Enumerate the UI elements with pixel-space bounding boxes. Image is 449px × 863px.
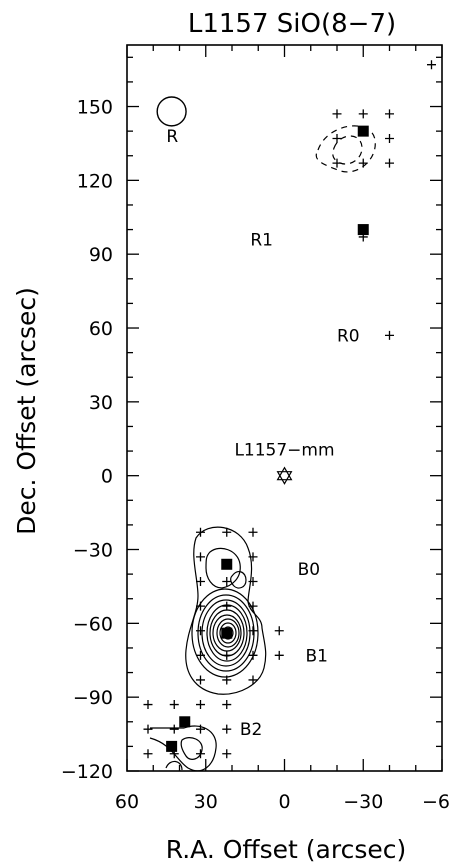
observed-position-marker: [169, 700, 179, 710]
peak-marker: [179, 716, 191, 728]
observed-position-marker: [358, 109, 368, 119]
x-tick-label: 0: [278, 791, 290, 813]
observed-position-marker: [332, 134, 342, 144]
observed-position-marker: [248, 527, 258, 537]
region-labels: R R1 R0 B0 B1 B2: [166, 127, 359, 740]
y-tick-label: −90: [73, 687, 113, 709]
observed-position-marker: [196, 675, 205, 685]
observed-position-marker: [196, 749, 205, 759]
observed-position-marker: [222, 749, 232, 759]
source-star-up: [276, 466, 293, 481]
observed-position-marker: [385, 134, 394, 144]
observed-position-marker: [274, 650, 284, 660]
peak-marker: [357, 125, 369, 137]
y-tick-label: 60: [89, 318, 113, 340]
observed-position-marker: [248, 552, 258, 562]
peak-marker: [166, 740, 178, 752]
observed-position-marker: [222, 724, 232, 734]
tick-labels: 60 30 0 −30 −60 −120 −90 −60 −30 0 30 60 90 120 150: [61, 97, 449, 813]
observed-position-marker: [169, 724, 179, 734]
beam-circle: [156, 96, 187, 127]
observed-position-marker: [222, 700, 232, 710]
observed-position-marker: [332, 158, 342, 168]
contours-r: [315, 125, 376, 173]
region-label: B2: [240, 720, 262, 740]
observed-position-marker: [196, 601, 205, 611]
region-label: B0: [298, 560, 320, 580]
observed-position-marker: [196, 577, 205, 587]
region-label: B1: [306, 646, 328, 666]
contours-b2: [149, 725, 217, 772]
emission-peaks: [166, 125, 369, 752]
y-axis-label: Dec. Offset (arcsec): [12, 287, 41, 535]
observed-position-marker: [385, 158, 394, 168]
x-tick-label: 30: [194, 791, 218, 813]
observed-position-marker: [222, 650, 232, 660]
y-tick-label: −120: [61, 761, 113, 783]
observed-position-marker: [222, 577, 232, 587]
observed-position-marker: [248, 650, 258, 660]
peak-marker: [221, 558, 233, 570]
source-marker: L1157−mm: [234, 441, 335, 485]
observed-position-marker: [196, 650, 205, 660]
source-label: L1157−mm: [234, 441, 334, 461]
observed-position-marker: [248, 577, 258, 587]
observed-position-marker: [222, 675, 232, 685]
contours-b0-b1: [185, 526, 267, 695]
y-tick-label: 0: [101, 466, 113, 488]
observed-position-marker: [196, 724, 205, 734]
observed-position-marker: [196, 626, 205, 636]
y-tick-label: −30: [73, 540, 113, 562]
y-tick-label: 90: [89, 244, 113, 266]
region-label: R0: [337, 326, 360, 346]
observed-position-marker: [248, 626, 258, 636]
x-tick-label: 60: [115, 791, 139, 813]
observed-position-marker: [385, 109, 394, 119]
chart-title: L1157 SiO(8−7): [188, 9, 396, 39]
observed-position-marker: [222, 601, 232, 611]
y-tick-label: 120: [77, 170, 113, 192]
observed-position-marker: [143, 700, 153, 710]
region-label: R: [166, 127, 178, 147]
y-tick-label: 150: [77, 97, 113, 119]
peak-marker: [357, 224, 369, 236]
x-axis-label: R.A. Offset (arcsec): [166, 835, 407, 863]
observed-position-marker: [385, 330, 394, 340]
observed-position-marker: [274, 626, 284, 636]
observed-positions: [143, 60, 436, 759]
observed-position-marker: [196, 527, 205, 537]
source-star-down: [276, 471, 293, 485]
observed-position-marker: [196, 552, 205, 562]
observed-position-marker: [358, 158, 368, 168]
x-tick-label: −30: [343, 791, 383, 813]
y-tick-label: 30: [89, 392, 113, 414]
observed-position-marker: [222, 527, 232, 537]
observed-position-marker: [143, 749, 153, 759]
observed-position-marker: [196, 700, 205, 710]
axis-ticks: [126, 45, 443, 772]
observed-position-marker: [248, 675, 258, 685]
plot-frame: [126, 44, 443, 772]
x-tick-label: −60: [422, 791, 449, 813]
beam-circle-shape: [156, 96, 187, 127]
peak-marker: [221, 627, 233, 639]
observed-position-marker: [143, 724, 153, 734]
observed-position-marker: [427, 60, 436, 70]
observed-position-marker: [332, 109, 342, 119]
observed-position-marker: [248, 601, 258, 611]
y-tick-label: −60: [73, 613, 113, 635]
region-label: R1: [250, 230, 273, 250]
